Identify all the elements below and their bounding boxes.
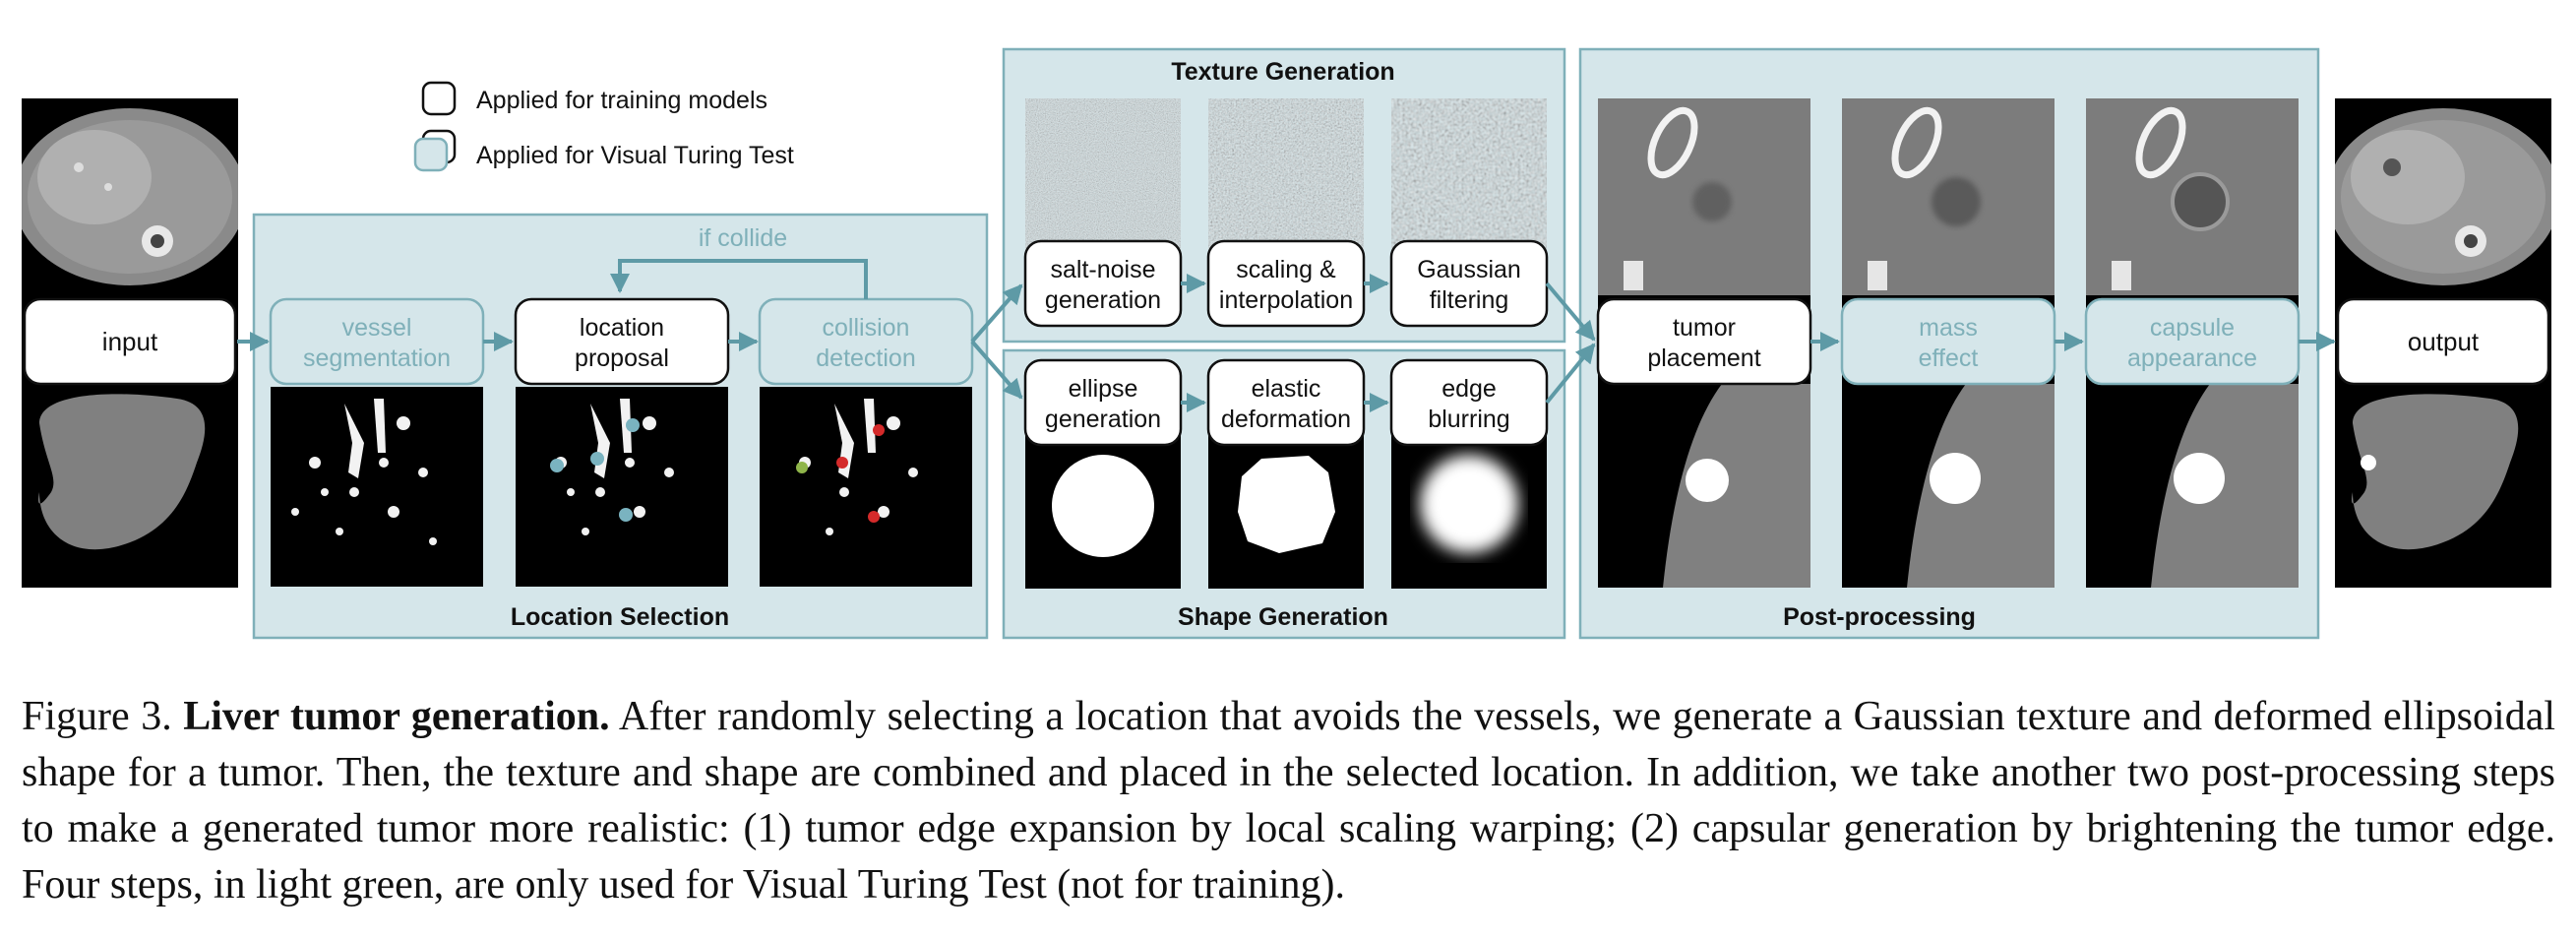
legend: Applied for training models Applied for … <box>413 81 794 172</box>
output-label: output <box>2408 327 2480 356</box>
ellipse-node: ellipse generation <box>1023 358 1183 447</box>
location-proposal-node: location proposal <box>514 297 730 386</box>
if-collide-loop: if collide <box>610 224 868 299</box>
scaling-node: scaling & interpolation <box>1206 239 1366 328</box>
output-node: output <box>2336 297 2550 386</box>
elastic-node: elastic deformation <box>1206 358 1366 447</box>
panel-shape-title: Shape Generation <box>1178 603 1388 631</box>
caption-body: After randomly selecting a location that… <box>22 694 2556 908</box>
collision-point <box>836 457 848 469</box>
gaussian-label-line2: filtering <box>1430 286 1509 314</box>
panel-texture-title: Texture Generation <box>1171 58 1394 86</box>
valid-point <box>796 462 808 473</box>
vessel-image <box>271 387 483 587</box>
collision-label-line1: collision <box>823 314 910 342</box>
collision-detection-node: collision detection <box>758 297 974 386</box>
figure-caption: Figure 3. Liver tumor generation. After … <box>22 689 2555 913</box>
collision-point <box>873 424 885 436</box>
proposal-point <box>626 418 640 432</box>
input-label: input <box>102 327 158 356</box>
capsule-appearance-node: capsule appearance <box>2084 297 2300 386</box>
elastic-label-line1: elastic <box>1252 375 1321 403</box>
edge-label-line1: edge <box>1441 375 1497 403</box>
caption-prefix: Figure 3. <box>22 694 172 739</box>
capsule-label-line1: capsule <box>2150 314 2235 342</box>
salt-label-line1: salt-noise <box>1051 256 1156 283</box>
scaling-label-line2: interpolation <box>1219 286 1353 314</box>
location-label-line1: location <box>580 314 664 342</box>
ellipse-label-line1: ellipse <box>1069 375 1138 403</box>
salt-label-line2: generation <box>1045 286 1161 314</box>
tumor-label-line2: placement <box>1647 344 1760 372</box>
legend-training-swatch <box>421 81 457 116</box>
liver-mask <box>38 394 206 550</box>
mass-label-line2: effect <box>1919 344 1979 372</box>
tumor-placement-node: tumor placement <box>1596 297 1812 386</box>
gaussian-node: Gaussian filtering <box>1389 239 1549 328</box>
elastic-label-line2: deformation <box>1221 406 1351 433</box>
proposal-point <box>590 452 604 466</box>
flow-arrows <box>237 274 2336 412</box>
capsule-label-line2: appearance <box>2127 344 2257 372</box>
shape-images <box>1025 433 1547 589</box>
gaussian-label-line1: Gaussian <box>1417 256 1521 283</box>
edge-node: edge blurring <box>1389 358 1549 447</box>
collision-point <box>868 511 880 523</box>
location-label-line2: proposal <box>575 344 669 372</box>
collision-label-line2: detection <box>816 344 915 372</box>
edge-label-line2: blurring <box>1428 406 1509 433</box>
legend-training-label: Applied for training models <box>476 87 767 114</box>
tumor-placement-image <box>1598 98 1810 588</box>
if-collide-label: if collide <box>699 224 787 252</box>
vessel-label-line1: vessel <box>342 314 412 342</box>
collision-image <box>760 387 972 587</box>
output-tumor <box>2361 455 2376 470</box>
mass-effect-node: mass effect <box>1840 297 2056 386</box>
mass-label-line1: mass <box>1919 314 1978 342</box>
proposal-point <box>550 459 564 472</box>
panel-post-title: Post-processing <box>1783 603 1976 631</box>
vessel-label-line2: segmentation <box>303 344 451 372</box>
vessel-segmentation-node: vessel segmentation <box>269 297 485 386</box>
legend-turing-swatch <box>413 137 449 172</box>
scaling-label-line1: scaling & <box>1236 256 1336 283</box>
input-node: input <box>23 297 237 386</box>
caption-title: Liver tumor generation. <box>183 694 610 739</box>
ellipse-label-line2: generation <box>1045 406 1161 433</box>
legend-turing-label: Applied for Visual Turing Test <box>476 142 794 169</box>
tumor-label-line1: tumor <box>1673 314 1736 342</box>
salt-noise-node: salt-noise generation <box>1023 239 1183 328</box>
panel-location-title: Location Selection <box>511 603 729 631</box>
proposal-point <box>619 508 633 522</box>
location-proposal-image <box>516 387 728 587</box>
